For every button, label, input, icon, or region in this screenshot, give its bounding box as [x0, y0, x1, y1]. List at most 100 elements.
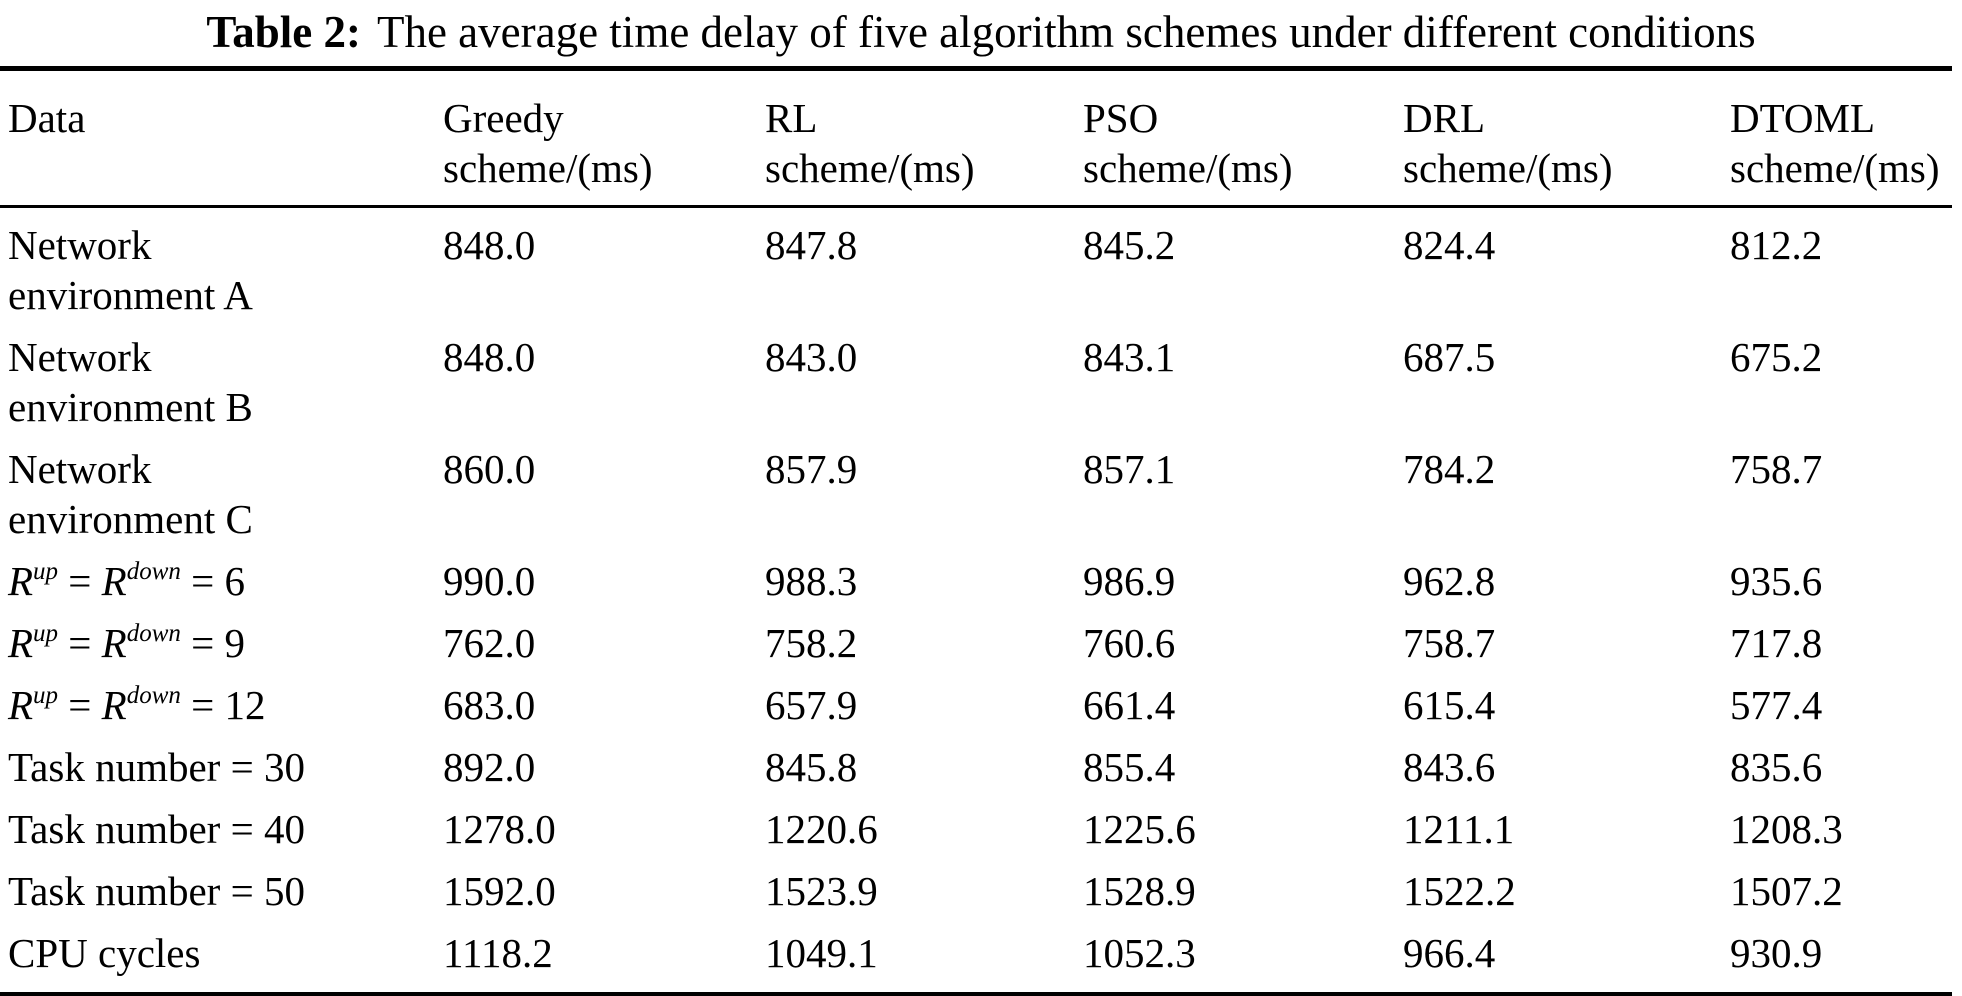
cell-value: 675.2: [1730, 334, 1823, 380]
row-label: Task number = 50: [0, 854, 443, 916]
table-header-row: Data Greedy scheme/(ms) RL scheme/(ms) PSO sch…: [0, 69, 1952, 207]
cell-value: 758.2: [765, 620, 858, 666]
cell-value: 966.4: [1403, 930, 1496, 976]
row-label: Rup = Rdown = 12: [0, 668, 443, 730]
table-caption-text: The average time delay of five algorithm…: [376, 7, 1756, 57]
data-table: Data Greedy scheme/(ms) RL scheme/(ms) PSO sch…: [0, 66, 1952, 996]
table-row: Rup = Rdown = 9 762.0 758.2 760.6 758.7 717.8: [0, 606, 1952, 668]
column-header-line: Data: [8, 95, 86, 141]
label-text: =: [58, 558, 102, 604]
cell-value: 657.9: [765, 682, 858, 728]
label-text: Network: [8, 334, 152, 380]
table-row: Task number = 30 892.0 845.8 855.4 843.6 835.…: [0, 730, 1952, 792]
cell-value: 1208.3: [1730, 806, 1843, 852]
cell-value: 1507.2: [1730, 868, 1843, 914]
column-header-line: DTOML: [1730, 95, 1876, 141]
cell-value: 835.6: [1730, 744, 1823, 790]
cell-value: 935.6: [1730, 558, 1823, 604]
cell-value: 986.9: [1083, 558, 1176, 604]
cell-value: 824.4: [1403, 222, 1496, 268]
superscript-text: up: [33, 682, 59, 709]
label-text: environment A: [8, 272, 253, 318]
cell-value: 1592.0: [443, 868, 556, 914]
label-text: R: [8, 558, 34, 604]
row-label: Network environment A: [0, 207, 443, 321]
cell-value: 848.0: [443, 334, 536, 380]
row-label: CPU cycles: [0, 916, 443, 994]
cell-value: 1523.9: [765, 868, 878, 914]
cell-value: 857.1: [1083, 446, 1176, 492]
table-row: Network environment C 860.0 857.9 857.1 784.2…: [0, 432, 1952, 544]
label-text: R: [8, 682, 34, 728]
column-header-pso: PSO scheme/(ms): [1083, 69, 1403, 207]
row-label: Rup = Rdown = 9: [0, 606, 443, 668]
label-text: Task number = 50: [8, 868, 305, 914]
cell-value: 990.0: [443, 558, 536, 604]
superscript-text: down: [126, 682, 181, 709]
column-header-line: scheme/(ms): [1730, 145, 1940, 191]
cell-value: 784.2: [1403, 446, 1496, 492]
label-text: = 9: [180, 620, 246, 666]
cell-value: 843.6: [1403, 744, 1496, 790]
cell-value: 577.4: [1730, 682, 1823, 728]
cell-value: 1052.3: [1083, 930, 1196, 976]
column-header-drl: DRL scheme/(ms): [1403, 69, 1730, 207]
label-text: =: [58, 620, 102, 666]
label-text: Task number = 30: [8, 744, 305, 790]
cell-value: 687.5: [1403, 334, 1496, 380]
column-header-line: PSO: [1083, 95, 1159, 141]
cell-value: 812.2: [1730, 222, 1823, 268]
column-header-dtoml: DTOML scheme/(ms): [1730, 69, 1952, 207]
cell-value: 843.0: [765, 334, 858, 380]
cell-value: 855.4: [1083, 744, 1176, 790]
cell-value: 962.8: [1403, 558, 1496, 604]
label-text: =: [58, 682, 102, 728]
table-row: Rup = Rdown = 6 990.0 988.3 986.9 962.8 935.6: [0, 544, 1952, 606]
cell-value: 1225.6: [1083, 806, 1196, 852]
table-caption-label: Table 2:: [206, 7, 361, 57]
cell-value: 762.0: [443, 620, 536, 666]
table-row: Task number = 50 1592.0 1523.9 1528.9 1522.2…: [0, 854, 1952, 916]
row-label: Rup = Rdown = 6: [0, 544, 443, 606]
cell-value: 758.7: [1730, 446, 1823, 492]
label-text: environment B: [8, 384, 253, 430]
label-text: R: [8, 620, 34, 666]
cell-value: 1049.1: [765, 930, 878, 976]
label-text: = 6: [180, 558, 246, 604]
superscript-text: down: [126, 558, 181, 585]
label-text: = 12: [180, 682, 266, 728]
column-header-line: scheme/(ms): [1403, 145, 1613, 191]
cell-value: 857.9: [765, 446, 858, 492]
label-text: R: [101, 558, 127, 604]
cell-value: 661.4: [1083, 682, 1176, 728]
cell-value: 988.3: [765, 558, 858, 604]
column-header-line: RL: [765, 95, 818, 141]
cell-value: 758.7: [1403, 620, 1496, 666]
cell-value: 615.4: [1403, 682, 1496, 728]
cell-value: 843.1: [1083, 334, 1176, 380]
cell-value: 1522.2: [1403, 868, 1516, 914]
cell-value: 1211.1: [1403, 806, 1515, 852]
cell-value: 847.8: [765, 222, 858, 268]
table-row: Network environment B 848.0 843.0 843.1 687.5…: [0, 320, 1952, 432]
row-label: Network environment B: [0, 320, 443, 432]
cell-value: 860.0: [443, 446, 536, 492]
label-text: Network: [8, 222, 152, 268]
column-header-line: DRL: [1403, 95, 1485, 141]
cell-value: 1118.2: [443, 930, 553, 976]
cell-value: 1220.6: [765, 806, 878, 852]
table-row: CPU cycles 1118.2 1049.1 1052.3 966.4 930.9: [0, 916, 1952, 994]
column-header-greedy: Greedy scheme/(ms): [443, 69, 765, 207]
cell-value: 892.0: [443, 744, 536, 790]
cell-value: 1278.0: [443, 806, 556, 852]
row-label: Network environment C: [0, 432, 443, 544]
table-row: Rup = Rdown = 12 683.0 657.9 661.4 615.4 577.…: [0, 668, 1952, 730]
cell-value: 760.6: [1083, 620, 1176, 666]
column-header-line: scheme/(ms): [765, 145, 975, 191]
cell-value: 717.8: [1730, 620, 1823, 666]
row-label: Task number = 30: [0, 730, 443, 792]
cell-value: 845.2: [1083, 222, 1176, 268]
label-text: R: [101, 682, 127, 728]
superscript-text: up: [33, 558, 59, 585]
